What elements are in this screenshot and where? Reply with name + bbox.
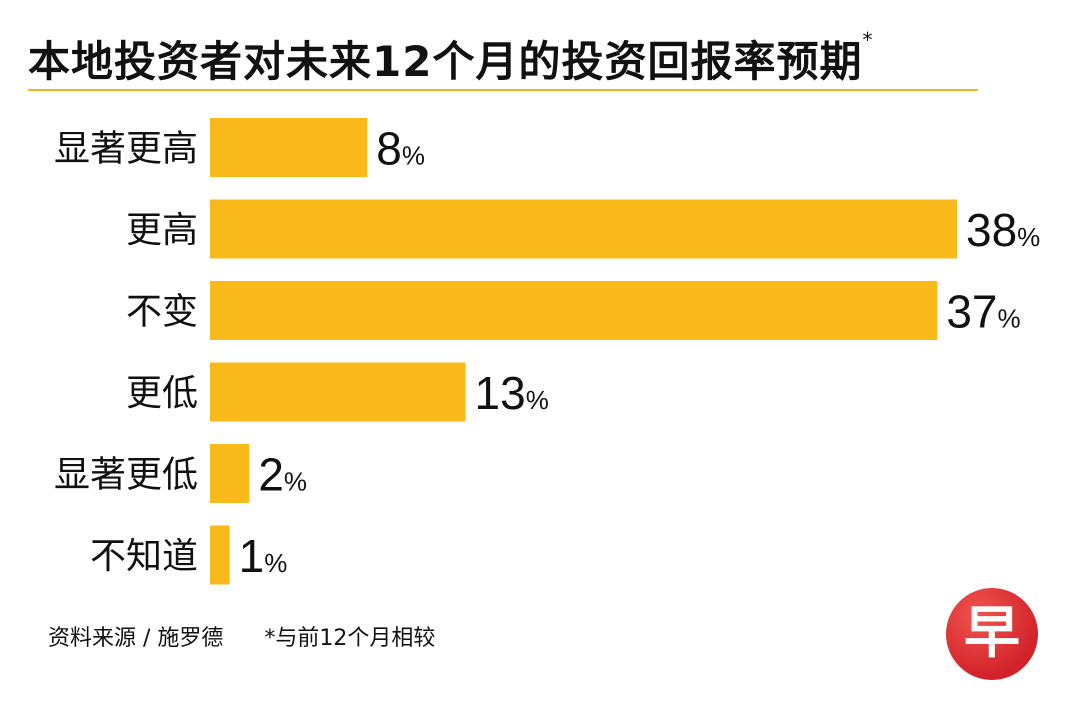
category-label: 显著更低 — [54, 455, 198, 496]
category-label: 显著更高 — [54, 129, 198, 170]
bar — [210, 444, 250, 503]
chart-title-marker: * — [862, 28, 874, 52]
data-label: 2% — [258, 449, 307, 501]
category-label: 更高 — [126, 210, 198, 251]
source-text: 资料来源 / 施罗德 — [48, 626, 224, 651]
category-label: 不变 — [126, 292, 198, 333]
title-divider — [28, 89, 978, 91]
zaobao-logo: 早 — [946, 588, 1038, 680]
bar — [210, 362, 466, 422]
category-label: 不知道 — [90, 536, 198, 577]
bar — [210, 525, 230, 585]
footnote-text: *与前12个月相较 — [264, 626, 436, 651]
chart-title: 本地投资者对未来12个月的投资回报率预期* — [28, 28, 873, 89]
category-label: 更低 — [126, 373, 198, 414]
logo-text: 早 — [964, 601, 1020, 666]
data-label: 37% — [946, 286, 1020, 338]
data-label: 1% — [239, 530, 288, 582]
data-label: 8% — [376, 123, 425, 175]
bar — [210, 118, 368, 177]
data-label: 38% — [966, 204, 1040, 256]
footer: 资料来源 / 施罗德 *与前12个月相较 — [48, 620, 435, 652]
chart-title-text: 本地投资者对未来12个月的投资回报率预期 — [28, 37, 863, 86]
bar — [210, 199, 957, 259]
bar — [210, 281, 938, 340]
data-label: 13% — [475, 367, 549, 419]
